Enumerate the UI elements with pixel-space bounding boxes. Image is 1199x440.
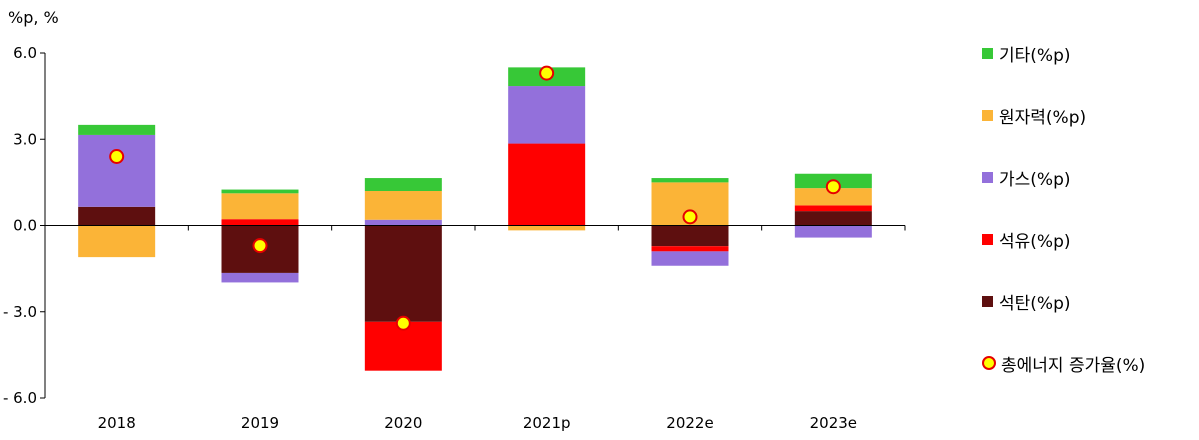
bar-segment [221, 272, 299, 283]
bar-segment [651, 178, 729, 183]
total-growth-marker [825, 179, 841, 195]
legend-item: 총에너지 증가율(%) [982, 350, 1145, 376]
bar-segment [508, 143, 586, 226]
total-growth-marker [682, 209, 698, 225]
legend-label: 가스(%p) [999, 169, 1071, 190]
y-tick-label: 0.0 [13, 217, 37, 235]
x-tick-label: 2022e [666, 414, 713, 432]
bar-segment [78, 206, 156, 226]
bar-segment [364, 219, 442, 226]
total-growth-marker [395, 315, 411, 331]
legend-item: 가스(%p) [982, 164, 1071, 190]
bar-segment [364, 191, 442, 220]
x-tick-label: 2023e [810, 414, 857, 432]
total-growth-marker [252, 238, 268, 254]
bar-segment [221, 193, 299, 220]
y-tick-label: 6.0 [13, 44, 37, 62]
bar-segment [651, 246, 729, 252]
bar-segment [221, 189, 299, 194]
bar-segment [794, 188, 872, 206]
total-growth-marker [109, 149, 125, 164]
legend-label: 석유(%p) [999, 231, 1071, 252]
legend-swatch [982, 233, 993, 245]
bar-segment [794, 225, 872, 238]
legend-swatch [982, 295, 993, 307]
legend-label: 석탄(%p) [999, 293, 1071, 314]
x-tick-label: 2020 [384, 414, 422, 432]
bar-segment [78, 124, 156, 135]
legend-item: 석유(%p) [982, 226, 1071, 252]
legend-label: 원자력(%p) [999, 107, 1087, 128]
bar-segment [651, 225, 729, 247]
bar-segment [794, 205, 872, 212]
y-axis-unit-label: %p, % [8, 8, 59, 27]
bar-segment [221, 219, 299, 226]
bar-segment [78, 225, 156, 258]
legend-item: 기타(%p) [982, 40, 1071, 66]
bar-segment [508, 86, 586, 144]
legend-item: 원자력(%p) [982, 102, 1086, 128]
bar-segment [794, 211, 872, 226]
y-tick-label: 3.0 [13, 130, 37, 148]
bar-segment [508, 225, 586, 231]
legend-swatch [982, 47, 993, 59]
legend-swatch [982, 171, 993, 183]
x-tick-label: 2019 [241, 414, 279, 432]
x-tick-label: 2021p [523, 414, 571, 432]
legend-swatch [982, 109, 993, 121]
bar-segment [78, 134, 156, 207]
bar-segment [364, 225, 442, 322]
legend-item: 석탄(%p) [982, 288, 1071, 314]
bar-segment [364, 178, 442, 191]
legend-label: 기타(%p) [999, 45, 1071, 66]
legend-marker-icon [982, 356, 996, 370]
y-tick-label: - 6.0 [3, 389, 37, 407]
x-tick-label: 2018 [98, 414, 136, 432]
legend-label: 총에너지 증가율(%) [1001, 355, 1146, 376]
total-growth-marker [539, 65, 555, 81]
y-tick-label: - 3.0 [3, 303, 37, 321]
bar-segment [651, 251, 729, 266]
